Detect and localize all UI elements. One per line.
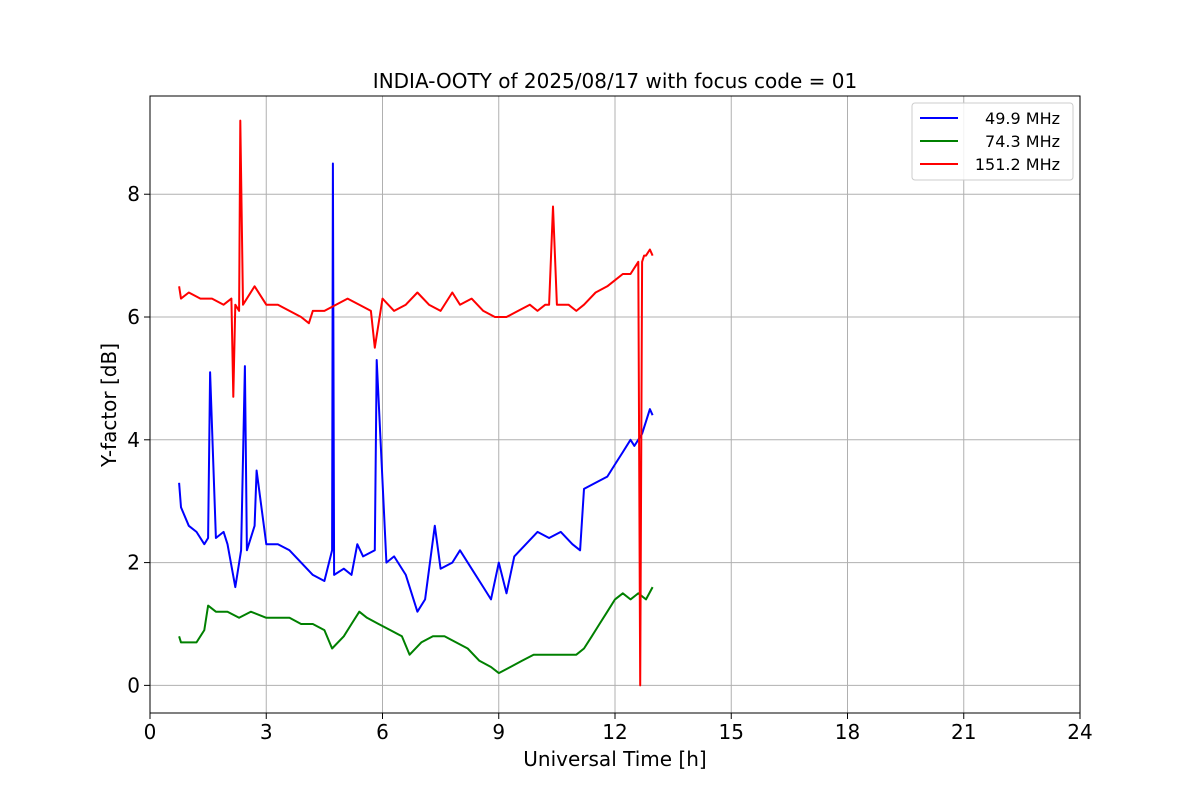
y-tick-label: 0	[127, 673, 140, 697]
x-axis-label: Universal Time [h]	[523, 747, 706, 771]
y-axis: 0 2 4 6 8	[127, 182, 150, 697]
y-axis-label: Y-factor [dB]	[97, 343, 121, 468]
series-layer	[178, 119, 654, 687]
x-tick-label: 21	[951, 720, 976, 744]
legend-label: 151.2 MHz	[975, 155, 1060, 174]
y-tick-label: 8	[127, 182, 140, 206]
legend-label: 49.9 MHz	[985, 109, 1060, 128]
x-axis: 0 3 6 9 12 15 18 21 24	[144, 713, 1093, 744]
x-tick-label: 9	[492, 720, 505, 744]
series-line-74-3-mhz	[178, 586, 654, 675]
legend-label: 74.3 MHz	[985, 132, 1060, 151]
y-tick-label: 6	[127, 305, 140, 329]
x-tick-label: 0	[144, 720, 157, 744]
chart-title: INDIA-OOTY of 2025/08/17 with focus code…	[373, 69, 857, 93]
x-tick-label: 12	[602, 720, 627, 744]
x-tick-label: 6	[376, 720, 389, 744]
x-tick-label: 18	[835, 720, 860, 744]
x-tick-label: 24	[1067, 720, 1092, 744]
x-tick-label: 3	[260, 720, 273, 744]
legend: 49.9 MHz 74.3 MHz 151.2 MHz	[911, 102, 1074, 181]
series-line-151-2-mhz	[178, 119, 654, 687]
x-tick-label: 15	[719, 720, 744, 744]
series-line-49-9-mhz	[178, 162, 654, 613]
y-tick-label: 4	[127, 428, 140, 452]
y-tick-label: 2	[127, 551, 140, 575]
legend-box	[911, 102, 1074, 181]
